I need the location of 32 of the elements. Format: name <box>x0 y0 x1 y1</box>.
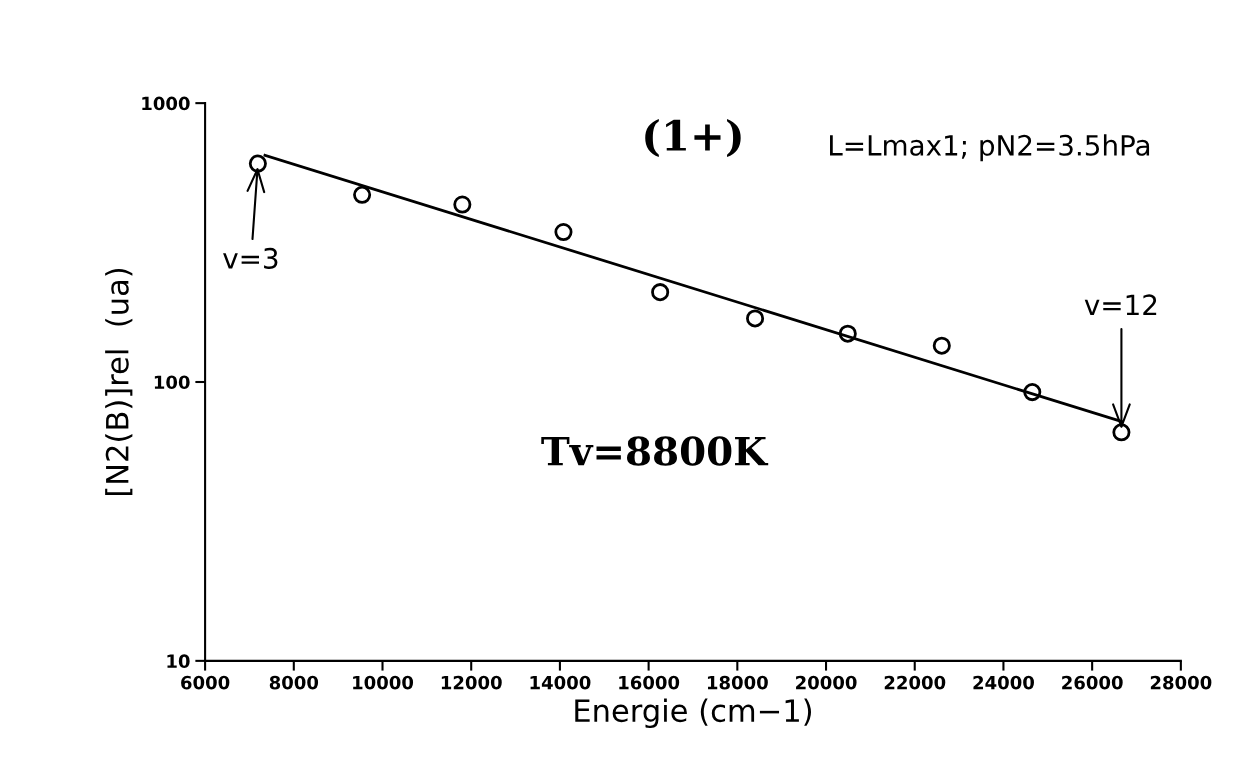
annotation: v=3 <box>223 247 278 269</box>
y-axis-title: [N2(B)]rel (ua) <box>105 268 133 496</box>
y-tick-label: 10 <box>167 654 190 668</box>
point <box>1112 423 1131 442</box>
y-tick-label: 100 <box>154 375 190 390</box>
annotation: L=Lmax1; pN2=3.5hPa <box>830 134 1150 162</box>
x-tick-label: 14000 <box>530 675 591 690</box>
x-tick-label: 24000 <box>973 675 1034 690</box>
point <box>554 222 573 242</box>
annotation: Tv=8800K <box>541 436 769 466</box>
point <box>453 195 472 214</box>
x-tick-label: 16000 <box>619 675 680 690</box>
x-tick-label: 12000 <box>441 675 502 690</box>
x-axis-title: Energie (cm−1) <box>575 698 812 729</box>
x-tick-label: 28000 <box>1150 675 1212 690</box>
point <box>651 283 670 302</box>
chart-title: (1+) <box>645 118 741 158</box>
annotation: v=12 <box>1084 294 1157 315</box>
point <box>353 185 372 204</box>
x-tick-label: 10000 <box>353 675 414 690</box>
point <box>248 154 267 173</box>
x-tick-label: 26000 <box>1062 675 1123 690</box>
point <box>746 309 765 328</box>
x-tick-label: 22000 <box>884 675 946 690</box>
point <box>838 324 857 343</box>
point <box>1023 383 1042 402</box>
point <box>932 336 951 355</box>
y-tick-label: 1000 <box>142 96 190 111</box>
x-tick-label: 18000 <box>707 675 768 690</box>
x-tick-label: 6000 <box>181 675 230 690</box>
x-tick-label: 20000 <box>796 675 857 690</box>
x-tick-label: 8000 <box>269 675 319 690</box>
